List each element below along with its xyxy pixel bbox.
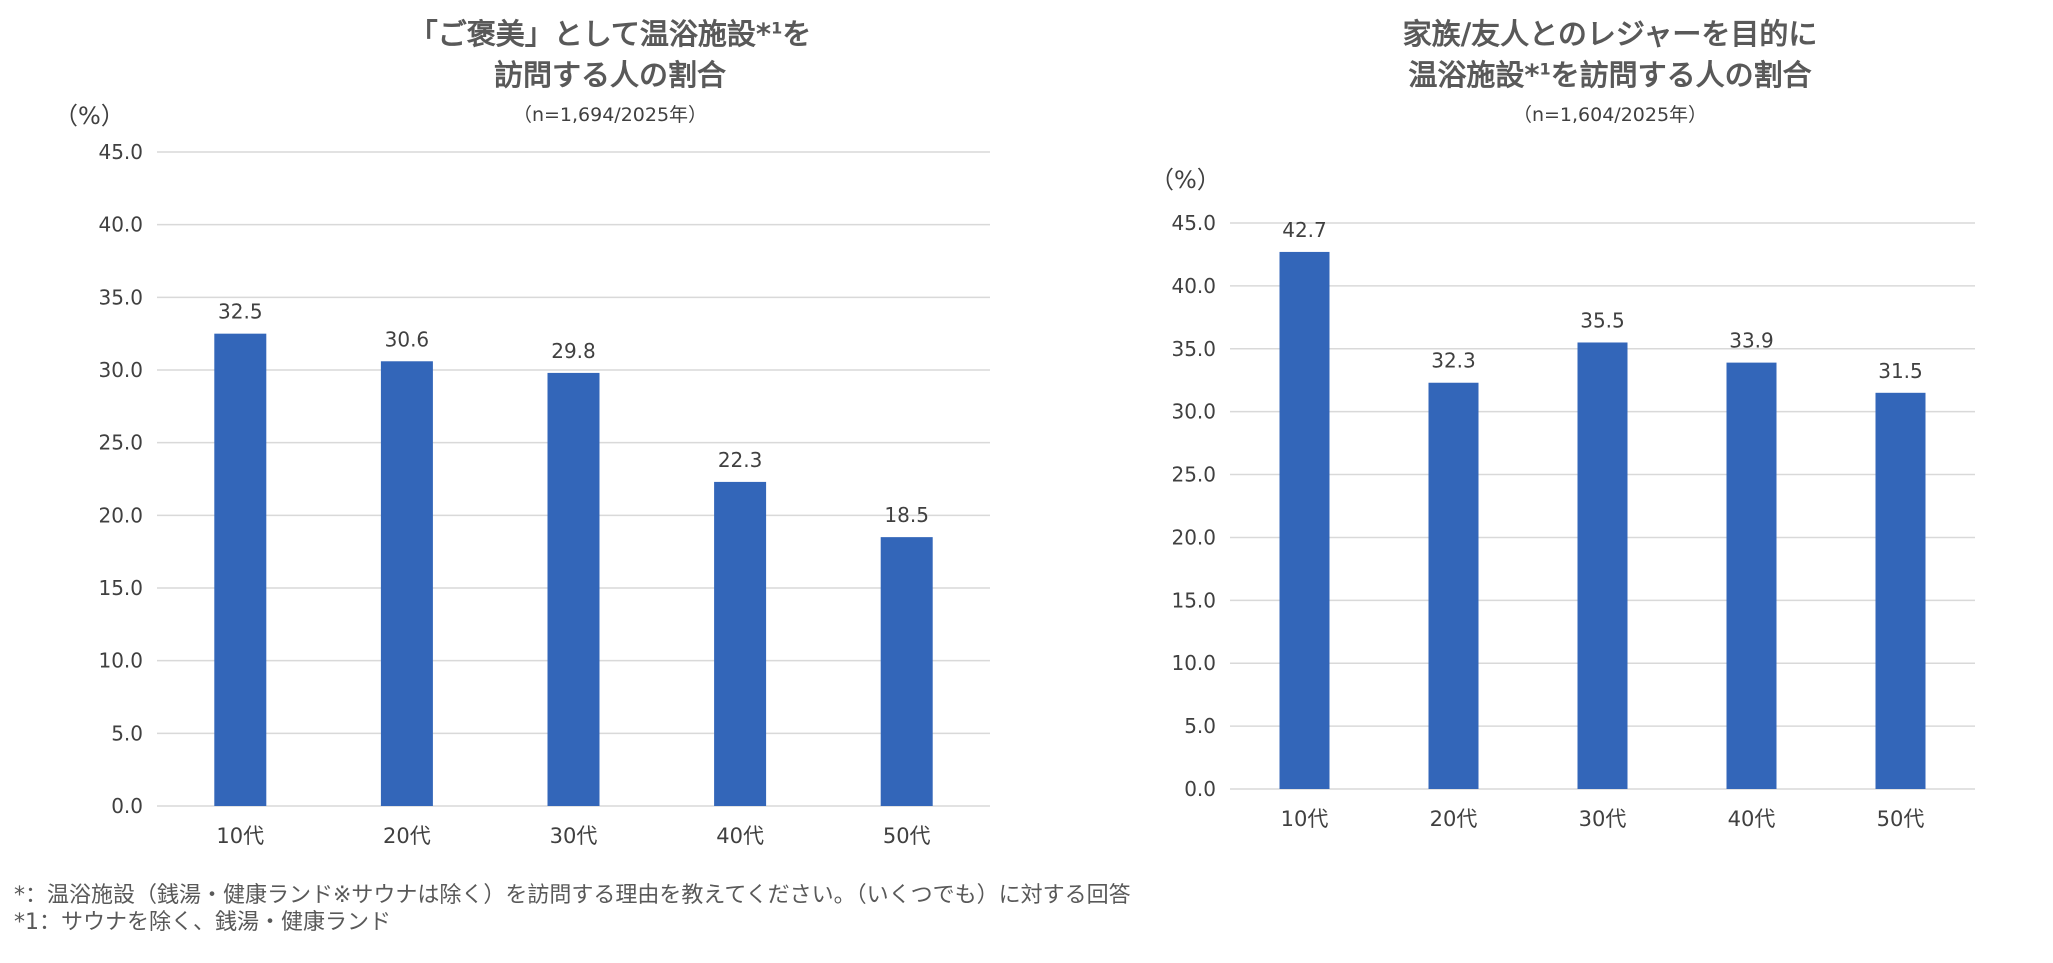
chart2-title-line2-pre: 温浴施設* — [1408, 58, 1540, 92]
chart2-data-label: 35.5 — [1580, 308, 1625, 332]
chart1-bar — [380, 361, 433, 806]
chart2-data-label: 33.9 — [1729, 329, 1774, 353]
chart2-subtitle: （n=1,604/2025年） — [1512, 104, 1708, 126]
chart2-bar — [1875, 392, 1926, 789]
footnote-2: *1：サウナを除く、銭湯・健康ランド — [14, 910, 391, 935]
chart1-title: 「ご褒美」として温浴施設*1を 訪問する人の割合 — [330, 14, 890, 96]
chart1-data-label: 29.8 — [551, 339, 596, 363]
chart2-bar — [1726, 362, 1777, 789]
chart1-bar — [880, 537, 933, 806]
chart1-title-line2: 訪問する人の割合 — [493, 58, 726, 92]
chart1-y-tick-label: 20.0 — [98, 503, 143, 527]
chart2-bar — [1577, 342, 1628, 789]
chart1-data-label: 22.3 — [718, 448, 763, 472]
chart1-title-sup: 1 — [771, 18, 783, 38]
chart2-bar — [1279, 251, 1330, 789]
chart1-y-tick-label: 40.0 — [98, 213, 143, 237]
chart2-title-line2-post: を訪問する人の割合 — [1550, 58, 1812, 92]
chart1-x-tick-label: 10代 — [216, 824, 264, 848]
chart2-data-label: 42.7 — [1282, 218, 1327, 242]
chart2-x-tick-label: 10代 — [1281, 807, 1329, 831]
chart1-data-label: 30.6 — [385, 327, 430, 351]
chart2-y-tick-label: 25.0 — [1171, 463, 1216, 487]
chart2-y-tick-label: 0.0 — [1184, 777, 1216, 801]
chart2-y-tick-label: 15.0 — [1171, 588, 1216, 612]
chart1-bar — [214, 333, 267, 806]
chart1-y-tick-label: 35.0 — [98, 285, 143, 309]
chart2-y-tick-label: 40.0 — [1171, 274, 1216, 298]
chart2-x-tick-label: 30代 — [1579, 807, 1627, 831]
chart2-title-line2: 温浴施設*1を訪問する人の割合 — [1330, 55, 1890, 96]
chart1-data-label: 32.5 — [218, 300, 263, 324]
footnote-1: *：温浴施設（銭湯・健康ランド※サウナは除く）を訪問する理由を教えてください。（… — [14, 883, 1131, 908]
chart2-x-tick-label: 40代 — [1728, 807, 1776, 831]
footnotes: *：温浴施設（銭湯・健康ランド※サウナは除く）を訪問する理由を教えてください。（… — [14, 882, 1131, 936]
chart2-title: 家族/友人とのレジャーを目的に 温浴施設*1を訪問する人の割合 — [1330, 14, 1890, 96]
chart2-bar — [1428, 382, 1479, 789]
chart2-title-line1: 家族/友人とのレジャーを目的に — [1402, 17, 1818, 51]
chart1-y-tick-label: 30.0 — [98, 358, 143, 382]
chart1-x-tick-label: 20代 — [383, 824, 431, 848]
chart1-y-tick-label: 0.0 — [111, 794, 143, 818]
chart1-unit-label: （%） — [54, 102, 125, 130]
chart1-bar — [714, 481, 767, 806]
chart2-y-tick-label: 5.0 — [1184, 714, 1216, 738]
chart2-data-label: 32.3 — [1431, 349, 1476, 373]
chart1-y-tick-label: 15.0 — [98, 576, 143, 600]
chart1-y-tick-label: 5.0 — [111, 721, 143, 745]
chart2-y-tick-label: 10.0 — [1171, 651, 1216, 675]
chart1-subtitle: （n=1,694/2025年） — [512, 104, 708, 126]
chart2-title-sup: 1 — [1539, 59, 1551, 79]
chart1-data-label: 18.5 — [884, 503, 929, 527]
chart2-y-tick-label: 45.0 — [1171, 211, 1216, 235]
chart2-data-label: 31.5 — [1878, 359, 1923, 383]
chart1-title-line1: 「ご褒美」として温浴施設*1を — [330, 14, 890, 55]
chart2-y-tick-label: 35.0 — [1171, 337, 1216, 361]
chart1-title-line1-post: を — [782, 17, 812, 51]
chart2-unit-label: （%） — [1150, 166, 1221, 194]
chart1-x-tick-label: 40代 — [716, 824, 764, 848]
chart1-bar — [547, 372, 600, 806]
chart1-y-tick-label: 45.0 — [98, 140, 143, 164]
chart1-y-tick-label: 10.0 — [98, 649, 143, 673]
chart1-y-tick-label: 25.0 — [98, 431, 143, 455]
chart2-y-tick-label: 20.0 — [1171, 525, 1216, 549]
chart2-x-tick-label: 20代 — [1430, 807, 1478, 831]
chart2-y-tick-label: 30.0 — [1171, 400, 1216, 424]
chart1-title-line1-pre: 「ご褒美」として温浴施設* — [408, 17, 772, 51]
chart1-x-tick-label: 30代 — [550, 824, 598, 848]
chart2-x-tick-label: 50代 — [1877, 807, 1925, 831]
chart1-x-tick-label: 50代 — [883, 824, 931, 848]
